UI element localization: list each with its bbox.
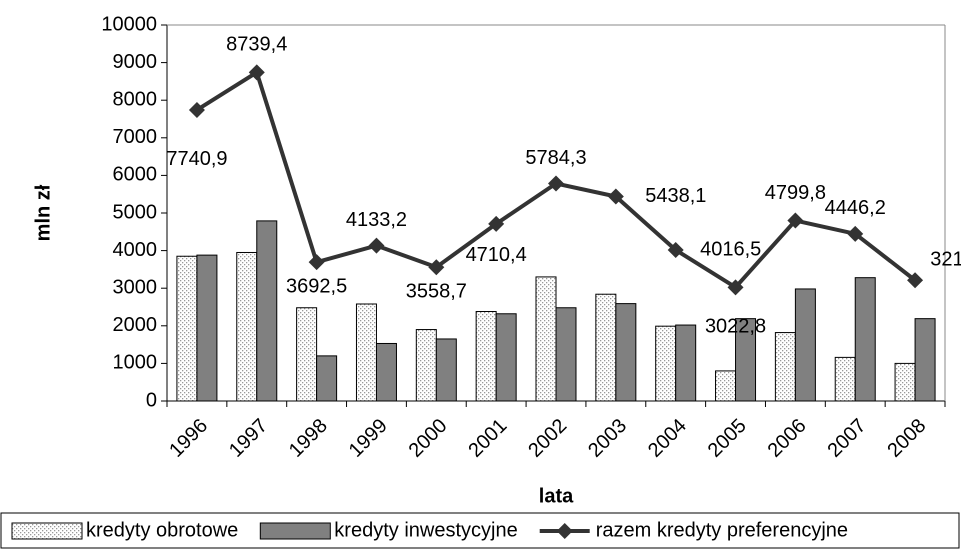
x-tick-label: 2002 bbox=[524, 415, 571, 462]
y-tick-label: 6000 bbox=[113, 164, 158, 186]
x-tick-label: 2007 bbox=[823, 415, 870, 462]
bar bbox=[475, 311, 497, 402]
bar bbox=[355, 303, 377, 402]
data-label: 4016,5 bbox=[700, 238, 761, 260]
data-label: 3558,7 bbox=[406, 280, 467, 302]
x-tick-label: 2003 bbox=[584, 415, 631, 462]
y-tick-label: 0 bbox=[146, 389, 157, 411]
y-axis-label: mln zł bbox=[32, 184, 54, 241]
bar bbox=[176, 255, 198, 402]
data-label: 4799,8 bbox=[765, 182, 826, 204]
x-tick-label: 2008 bbox=[883, 415, 930, 462]
data-label: 3692,5 bbox=[286, 275, 347, 297]
bar bbox=[615, 303, 637, 402]
bar bbox=[415, 329, 437, 402]
bar bbox=[316, 355, 338, 402]
x-tick-label: 1999 bbox=[345, 415, 392, 462]
bar bbox=[834, 356, 856, 402]
x-tick-label: 1998 bbox=[285, 415, 332, 462]
x-tick-label: 1997 bbox=[225, 415, 272, 462]
bar bbox=[495, 313, 517, 402]
y-tick-label: 3000 bbox=[113, 276, 158, 298]
bar bbox=[555, 307, 577, 402]
y-tick-label: 8000 bbox=[113, 88, 158, 110]
bar bbox=[774, 332, 796, 402]
data-label: 4446,2 bbox=[825, 197, 886, 219]
marker bbox=[787, 212, 804, 229]
data-label: 5784,3 bbox=[525, 147, 586, 169]
marker bbox=[248, 64, 265, 81]
x-tick-label: 2004 bbox=[644, 415, 691, 462]
data-label: 5438,1 bbox=[645, 185, 706, 207]
marker bbox=[607, 188, 624, 205]
y-tick-label: 10000 bbox=[101, 13, 157, 35]
bar bbox=[256, 220, 278, 402]
legend-label: kredyty obrotowe bbox=[86, 519, 238, 541]
legend bbox=[0, 512, 960, 549]
x-tick-label: 2005 bbox=[704, 415, 751, 462]
bar bbox=[675, 324, 697, 402]
marker bbox=[428, 259, 445, 276]
x-tick-label: 2000 bbox=[405, 415, 452, 462]
y-tick-label: 9000 bbox=[113, 51, 158, 73]
marker bbox=[727, 279, 744, 296]
marker bbox=[548, 175, 564, 192]
data-label: 4133,2 bbox=[346, 209, 407, 231]
x-tick-label: 2001 bbox=[464, 415, 511, 462]
data-label: 4710,4 bbox=[466, 244, 527, 266]
x-axis-label: lata bbox=[539, 485, 574, 507]
y-tick-label: 1000 bbox=[113, 352, 158, 374]
bar bbox=[914, 318, 936, 402]
marker bbox=[368, 237, 385, 254]
x-tick-label: 2006 bbox=[764, 415, 811, 462]
x-tick-label: 1996 bbox=[165, 415, 212, 462]
marker bbox=[667, 241, 684, 258]
legend-label: razem kredyty preferencyjne bbox=[596, 519, 848, 541]
bar bbox=[196, 254, 218, 402]
data-label: 3211,4 bbox=[930, 249, 961, 271]
y-tick-label: 7000 bbox=[113, 126, 158, 148]
marker bbox=[847, 225, 864, 242]
bar bbox=[435, 338, 457, 402]
legend-label: kredyty inwestycyjne bbox=[334, 519, 517, 541]
marker bbox=[188, 101, 205, 118]
bar bbox=[894, 362, 916, 402]
bar bbox=[535, 276, 557, 402]
bar bbox=[296, 307, 318, 402]
data-label: 7740,9 bbox=[166, 148, 227, 170]
y-tick-label: 5000 bbox=[113, 201, 158, 223]
bar bbox=[655, 325, 677, 402]
bar bbox=[854, 277, 876, 402]
legend-marker bbox=[556, 523, 573, 539]
marker bbox=[907, 272, 924, 289]
bar bbox=[236, 251, 258, 402]
bar bbox=[595, 293, 617, 402]
data-label: 3022,8 bbox=[705, 316, 766, 338]
legend-swatch bbox=[11, 522, 83, 540]
data-label: 8739,4 bbox=[226, 34, 287, 56]
legend-swatch bbox=[259, 522, 331, 540]
bar bbox=[735, 318, 757, 402]
marker bbox=[308, 254, 325, 271]
bar bbox=[375, 342, 397, 402]
bar bbox=[794, 288, 816, 402]
y-tick-label: 2000 bbox=[113, 314, 158, 336]
bar bbox=[715, 370, 737, 402]
marker bbox=[488, 215, 505, 232]
y-tick-label: 4000 bbox=[113, 239, 158, 261]
